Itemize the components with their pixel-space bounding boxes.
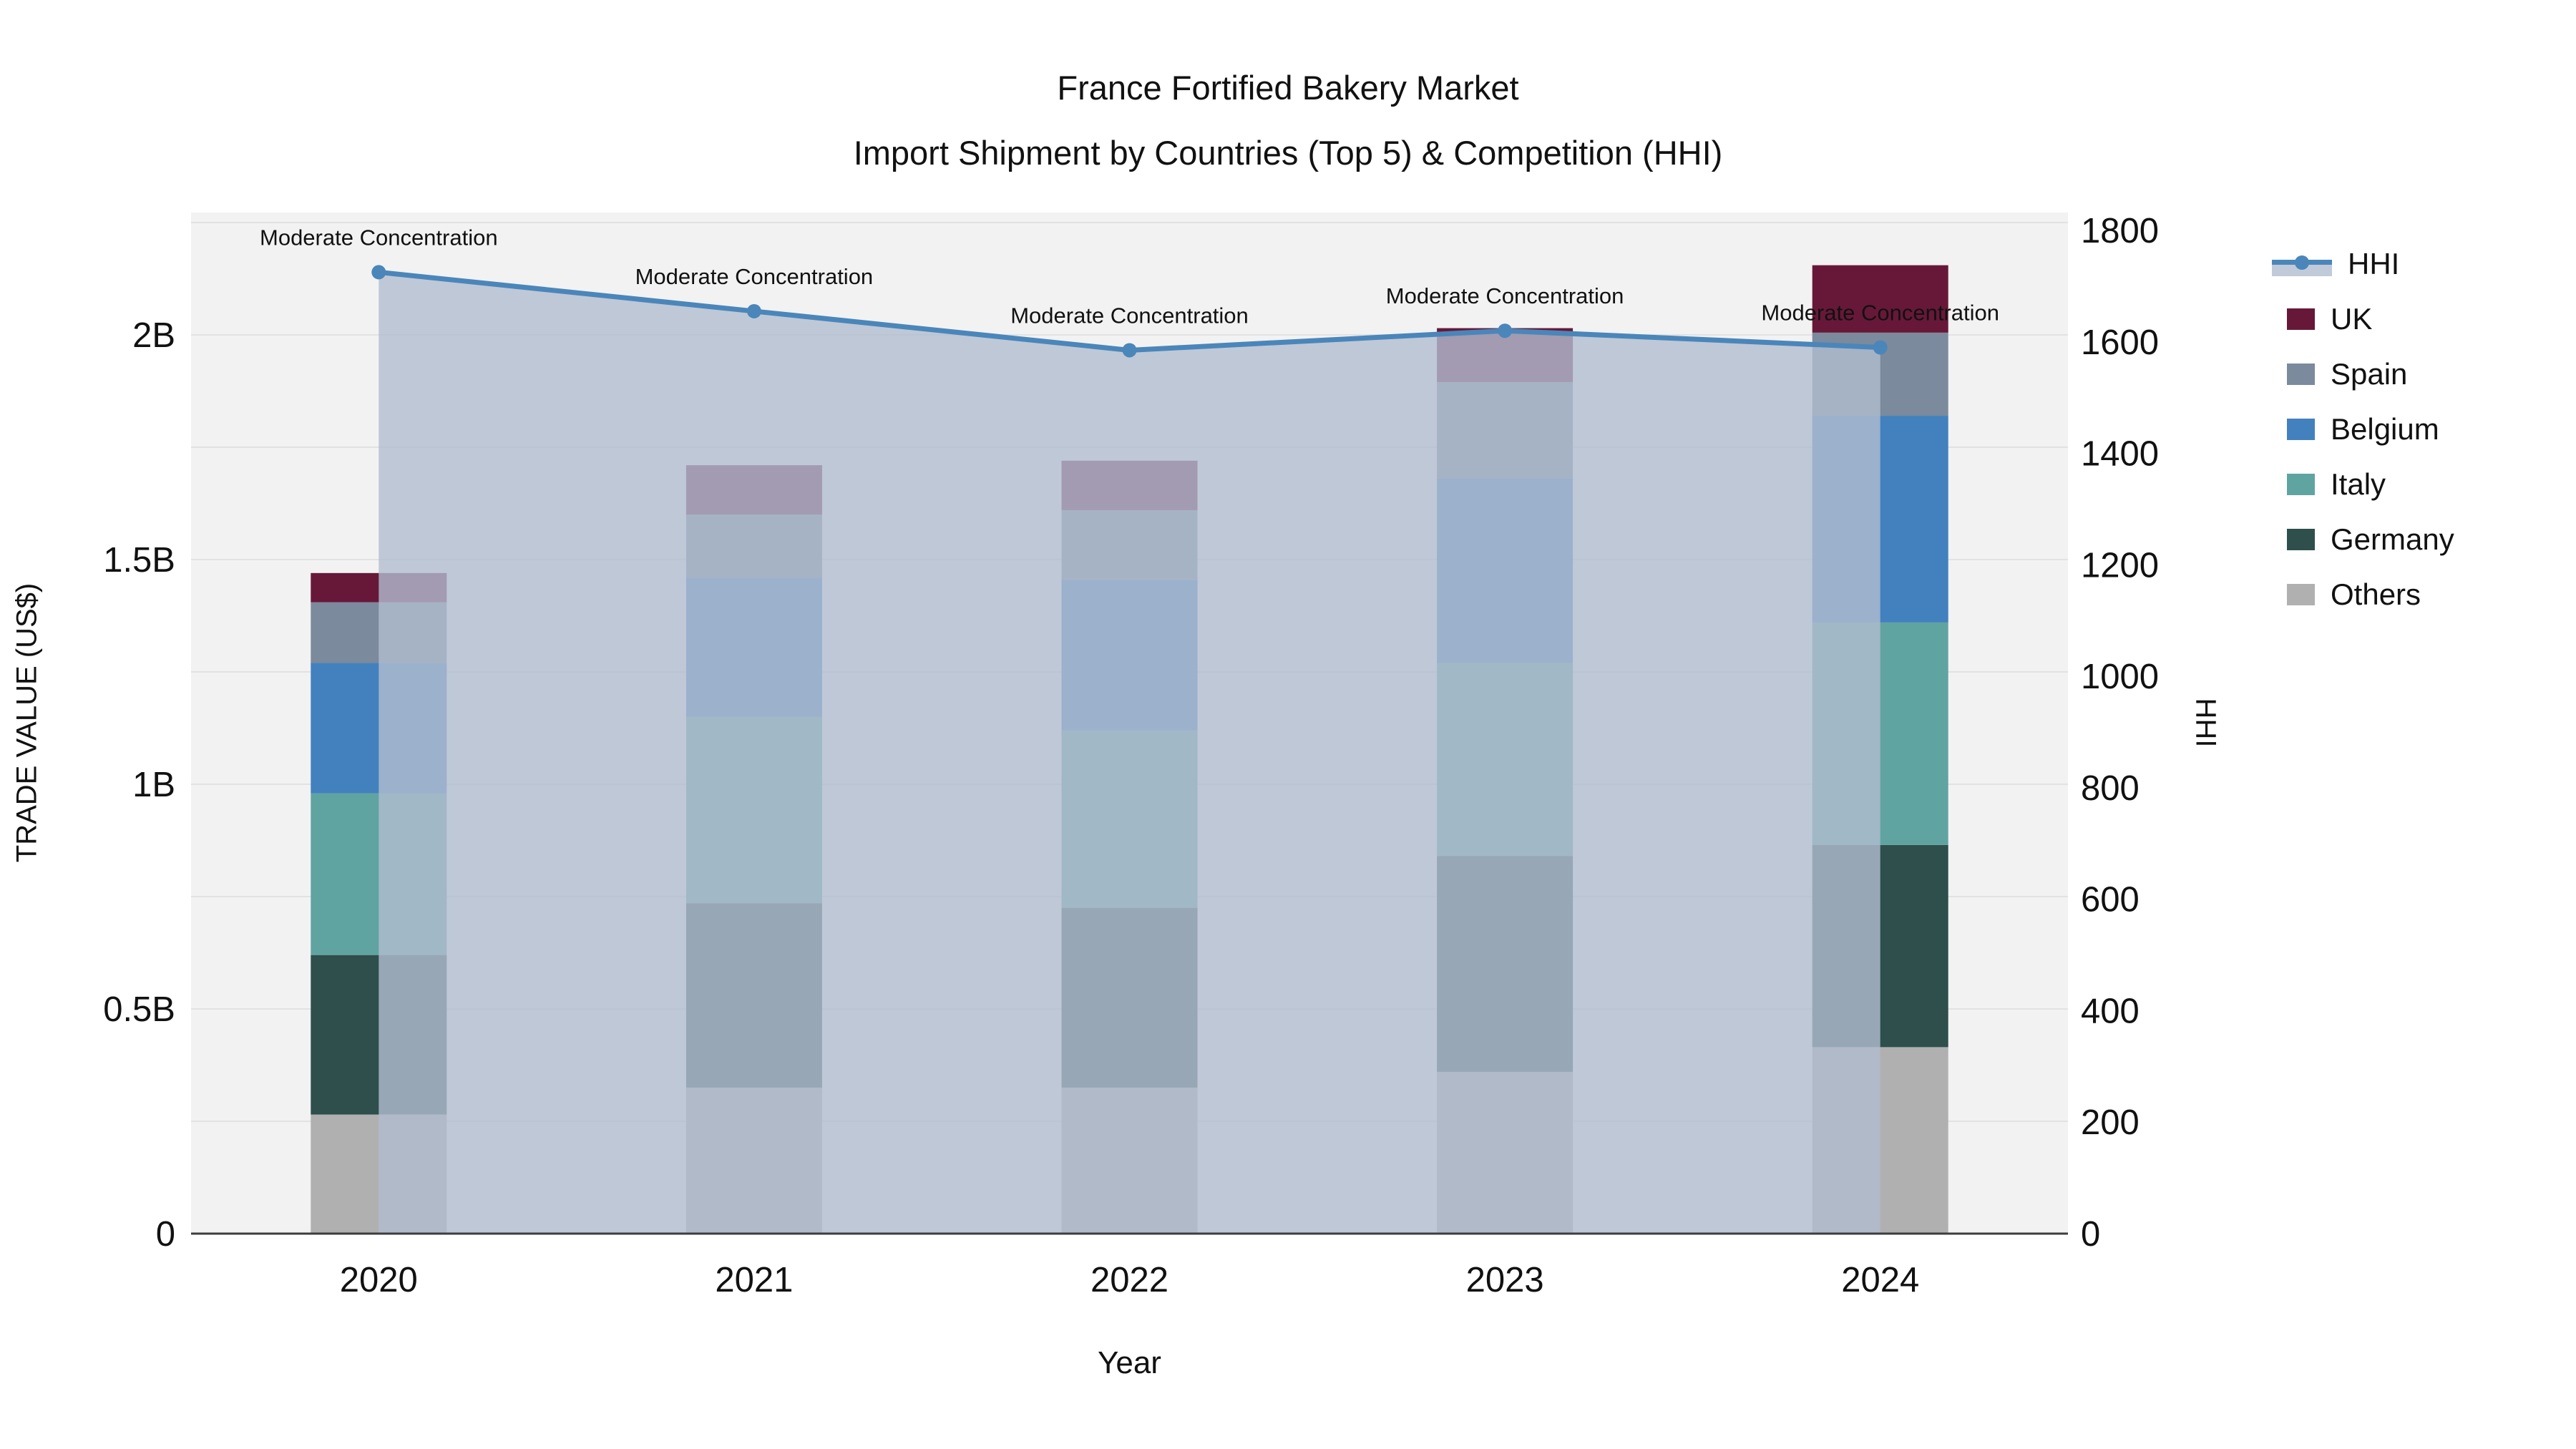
legend-item-others[interactable]: Others — [2272, 567, 2454, 622]
legend-label: Italy — [2331, 467, 2386, 501]
bar-segment-uk-2024[interactable] — [1812, 265, 1948, 333]
legend-item-spain[interactable]: Spain — [2272, 346, 2454, 401]
x-axis-tick-label: 2020 — [340, 1261, 418, 1299]
x-axis-tick-label: 2021 — [715, 1261, 793, 1299]
right-axis-tick-label: 1400 — [2081, 435, 2159, 474]
right-axis-tick-label: 1200 — [2081, 546, 2159, 585]
right-axis-tick-label: 1000 — [2081, 658, 2159, 696]
x-axis-tick-label: 2022 — [1091, 1261, 1169, 1299]
x-axis-tick-label: 2023 — [1466, 1261, 1544, 1299]
hhi-marker-2023[interactable] — [1498, 323, 1513, 338]
annotation-moderate-concentration: Moderate Concentration — [260, 225, 498, 250]
hhi-marker-2022[interactable] — [1122, 343, 1137, 358]
legend-item-germany[interactable]: Germany — [2272, 512, 2454, 567]
right-axis-tick-label: 600 — [2081, 881, 2140, 919]
uk-color-swatch-icon — [2287, 308, 2315, 330]
belgium-color-swatch-icon — [2287, 418, 2315, 440]
legend-item-italy[interactable]: Italy — [2272, 457, 2454, 512]
hhi-area-fill — [379, 272, 1880, 1234]
legend-label: Belgium — [2331, 411, 2439, 446]
chart-title-line1: France Fortified Bakery Market — [1057, 69, 1519, 107]
right-axis-tick-label: 800 — [2081, 769, 2140, 808]
left-axis-tick-label: 2B — [132, 316, 175, 355]
hhi-marker-2021[interactable] — [746, 303, 761, 318]
legend-label: UK — [2331, 301, 2373, 336]
legend-item-belgium[interactable]: Belgium — [2272, 401, 2454, 457]
right-axis-tick-label: 1800 — [2081, 212, 2159, 250]
left-axis-tick-label: 0 — [156, 1215, 175, 1254]
annotation-moderate-concentration: Moderate Concentration — [635, 264, 874, 289]
hhi-marker-2020[interactable] — [371, 265, 386, 280]
hhi-marker-2024[interactable] — [1873, 340, 1888, 355]
legend-item-uk[interactable]: UK — [2272, 291, 2454, 346]
legend-label: HHI — [2348, 246, 2400, 280]
x-axis-title: Year — [1098, 1345, 1161, 1380]
legend: HHI UK Spain Belgium Italy Germany Other… — [2272, 236, 2454, 622]
legend-item-hhi[interactable]: HHI — [2272, 236, 2454, 291]
right-axis-tick-label: 200 — [2081, 1103, 2140, 1142]
left-axis-tick-label: 1B — [132, 766, 175, 804]
right-axis-tick-label: 0 — [2081, 1215, 2100, 1254]
x-axis-tick-label: 2024 — [1841, 1261, 1919, 1299]
right-axis-tick-label: 400 — [2081, 992, 2140, 1030]
annotation-moderate-concentration: Moderate Concentration — [1386, 283, 1624, 308]
legend-label: Spain — [2331, 356, 2408, 391]
right-axis-tick-label: 1600 — [2081, 323, 2159, 362]
italy-color-swatch-icon — [2287, 473, 2315, 495]
legend-label: Others — [2331, 577, 2421, 611]
hhi-line-swatch-icon — [2272, 250, 2332, 278]
left-axis-tick-label: 1.5B — [103, 541, 175, 580]
spain-color-swatch-icon — [2287, 363, 2315, 385]
legend-label: Germany — [2331, 522, 2454, 556]
chart-title-line2: Import Shipment by Countries (Top 5) & C… — [853, 134, 1723, 172]
germany-color-swatch-icon — [2287, 528, 2315, 550]
others-color-swatch-icon — [2287, 583, 2315, 605]
left-axis-tick-label: 0.5B — [103, 990, 175, 1029]
annotation-moderate-concentration: Moderate Concentration — [1010, 303, 1249, 328]
annotation-moderate-concentration: Moderate Concentration — [1761, 301, 1999, 326]
